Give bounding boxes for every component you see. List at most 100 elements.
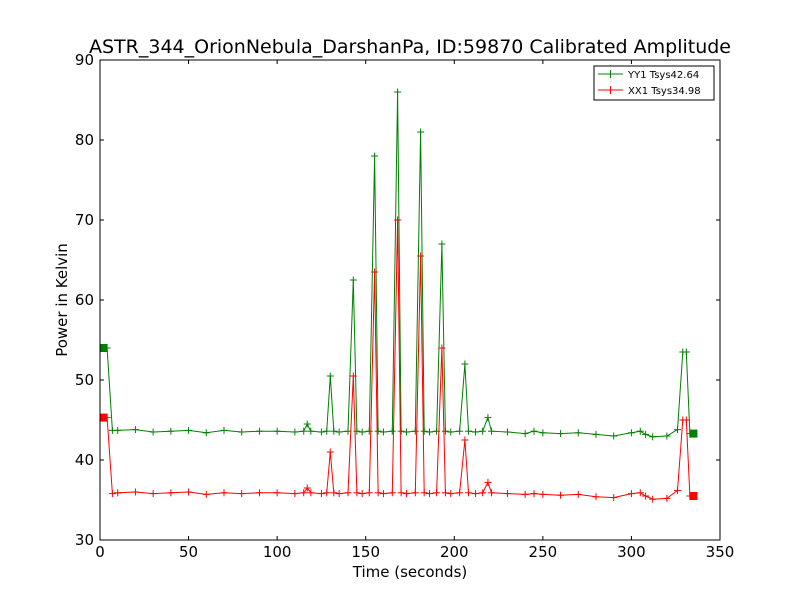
data-point-xx1 bbox=[371, 268, 379, 276]
x-axis: 0 50 100 150 200 250 300 350 bbox=[95, 60, 734, 561]
data-point-xx1 bbox=[484, 478, 492, 486]
data-point-xx1 bbox=[291, 490, 299, 498]
data-point-xx1 bbox=[330, 489, 338, 497]
x-axis-label: Time (seconds) bbox=[352, 563, 468, 581]
data-point-xx1 bbox=[374, 489, 382, 497]
data-point-yy1 bbox=[592, 430, 600, 438]
data-point-yy1 bbox=[649, 433, 657, 441]
data-point-xx1 bbox=[420, 489, 428, 497]
x-tick-label: 0 bbox=[95, 543, 105, 561]
data-point-yy1 bbox=[394, 88, 402, 96]
data-point-xx1 bbox=[344, 489, 352, 497]
data-point-xx1 bbox=[131, 488, 139, 496]
y-tick-label: 30 bbox=[75, 531, 94, 549]
data-point-yy1 bbox=[487, 427, 495, 435]
data-point-xx1 bbox=[487, 489, 495, 497]
data-point-yy1 bbox=[273, 427, 281, 435]
data-point-xx1 bbox=[323, 489, 331, 497]
data-point-xx1 bbox=[388, 489, 396, 497]
data-point-yy1 bbox=[610, 432, 618, 440]
data-point-yy1 bbox=[539, 429, 547, 437]
data-point-xx1 bbox=[425, 490, 433, 498]
data-point-yy1 bbox=[479, 427, 487, 435]
data-point-yy1 bbox=[461, 360, 469, 368]
data-point-yy1 bbox=[131, 426, 139, 434]
data-point-xx1 bbox=[273, 489, 281, 497]
series-line-xx1 bbox=[103, 219, 694, 500]
data-point-yy1 bbox=[388, 427, 396, 435]
data-point-yy1 bbox=[202, 429, 210, 437]
data-point-xx1 bbox=[220, 489, 228, 497]
data-point-yy1 bbox=[438, 240, 446, 248]
data-point-yy1 bbox=[397, 427, 405, 435]
data-point-xx1 bbox=[438, 344, 446, 352]
x-tick-label: 250 bbox=[529, 543, 558, 561]
data-point-xx1 bbox=[530, 490, 538, 498]
data-point-yy1 bbox=[365, 427, 373, 435]
data-point-xx1 bbox=[447, 490, 455, 498]
y-tick-label: 50 bbox=[75, 371, 94, 389]
data-point-xx1 bbox=[303, 484, 311, 492]
data-point-yy1 bbox=[627, 429, 635, 437]
data-point-xx1 bbox=[394, 216, 402, 224]
data-point-yy1 bbox=[303, 420, 311, 428]
data-point-yy1 bbox=[484, 414, 492, 422]
data-point-yy1 bbox=[420, 427, 428, 435]
endpoint-marker-xx1 bbox=[99, 413, 108, 422]
data-point-xx1 bbox=[349, 372, 357, 380]
legend-box bbox=[593, 65, 715, 101]
data-point-yy1 bbox=[663, 432, 671, 440]
data-point-yy1 bbox=[330, 427, 338, 435]
data-point-xx1 bbox=[627, 490, 635, 498]
endpoint-marker-yy1 bbox=[99, 344, 108, 352]
axes-frame bbox=[99, 59, 721, 541]
y-tick-label: 40 bbox=[75, 451, 94, 469]
endpoint-marker-xx1 bbox=[689, 492, 698, 500]
data-point-xx1 bbox=[238, 490, 246, 498]
data-point-yy1 bbox=[503, 428, 511, 436]
data-point-yy1 bbox=[441, 427, 449, 435]
y-tick-label: 60 bbox=[75, 291, 94, 309]
data-point-yy1 bbox=[557, 430, 565, 438]
data-point-xx1 bbox=[649, 495, 657, 503]
x-tick-label: 200 bbox=[440, 543, 469, 561]
data-point-yy1 bbox=[374, 427, 382, 435]
data-point-yy1 bbox=[185, 426, 193, 434]
data-point-xx1 bbox=[365, 489, 373, 497]
data-point-yy1 bbox=[307, 427, 315, 435]
data-point-xx1 bbox=[663, 494, 671, 502]
data-point-xx1 bbox=[503, 490, 511, 498]
x-tick-label: 100 bbox=[263, 543, 292, 561]
data-point-xx1 bbox=[441, 489, 449, 497]
y-tick-label: 70 bbox=[75, 211, 94, 229]
data-point-xx1 bbox=[682, 416, 690, 424]
data-point-xx1 bbox=[326, 448, 334, 456]
legend-label-xx1: XX1 Tsys34.98 bbox=[628, 86, 701, 97]
data-point-xx1 bbox=[300, 489, 308, 497]
data-point-xx1 bbox=[464, 489, 472, 497]
data-point-yy1 bbox=[464, 427, 472, 435]
data-point-yy1 bbox=[636, 427, 644, 435]
legend: YY1 Tsys42.64 XX1 Tsys34.98 bbox=[593, 65, 715, 101]
data-point-xx1 bbox=[317, 490, 325, 498]
data-point-xx1 bbox=[636, 489, 644, 497]
data-point-yy1 bbox=[326, 372, 334, 380]
data-point-yy1 bbox=[425, 428, 433, 436]
data-point-xx1 bbox=[642, 492, 650, 500]
data-point-yy1 bbox=[358, 428, 366, 436]
data-point-xx1 bbox=[167, 489, 175, 497]
data-point-xx1 bbox=[673, 486, 681, 494]
x-tick-label: 350 bbox=[706, 543, 735, 561]
data-point-xx1 bbox=[479, 489, 487, 497]
data-point-yy1 bbox=[291, 428, 299, 436]
data-point-xx1 bbox=[417, 252, 425, 260]
data-point-yy1 bbox=[472, 428, 480, 436]
data-point-yy1 bbox=[220, 426, 228, 434]
data-point-yy1 bbox=[149, 428, 157, 436]
data-point-xx1 bbox=[202, 490, 210, 498]
x-tick-label: 50 bbox=[179, 543, 198, 561]
data-point-yy1 bbox=[238, 428, 246, 436]
data-point-yy1 bbox=[379, 428, 387, 436]
data-point-yy1 bbox=[447, 428, 455, 436]
